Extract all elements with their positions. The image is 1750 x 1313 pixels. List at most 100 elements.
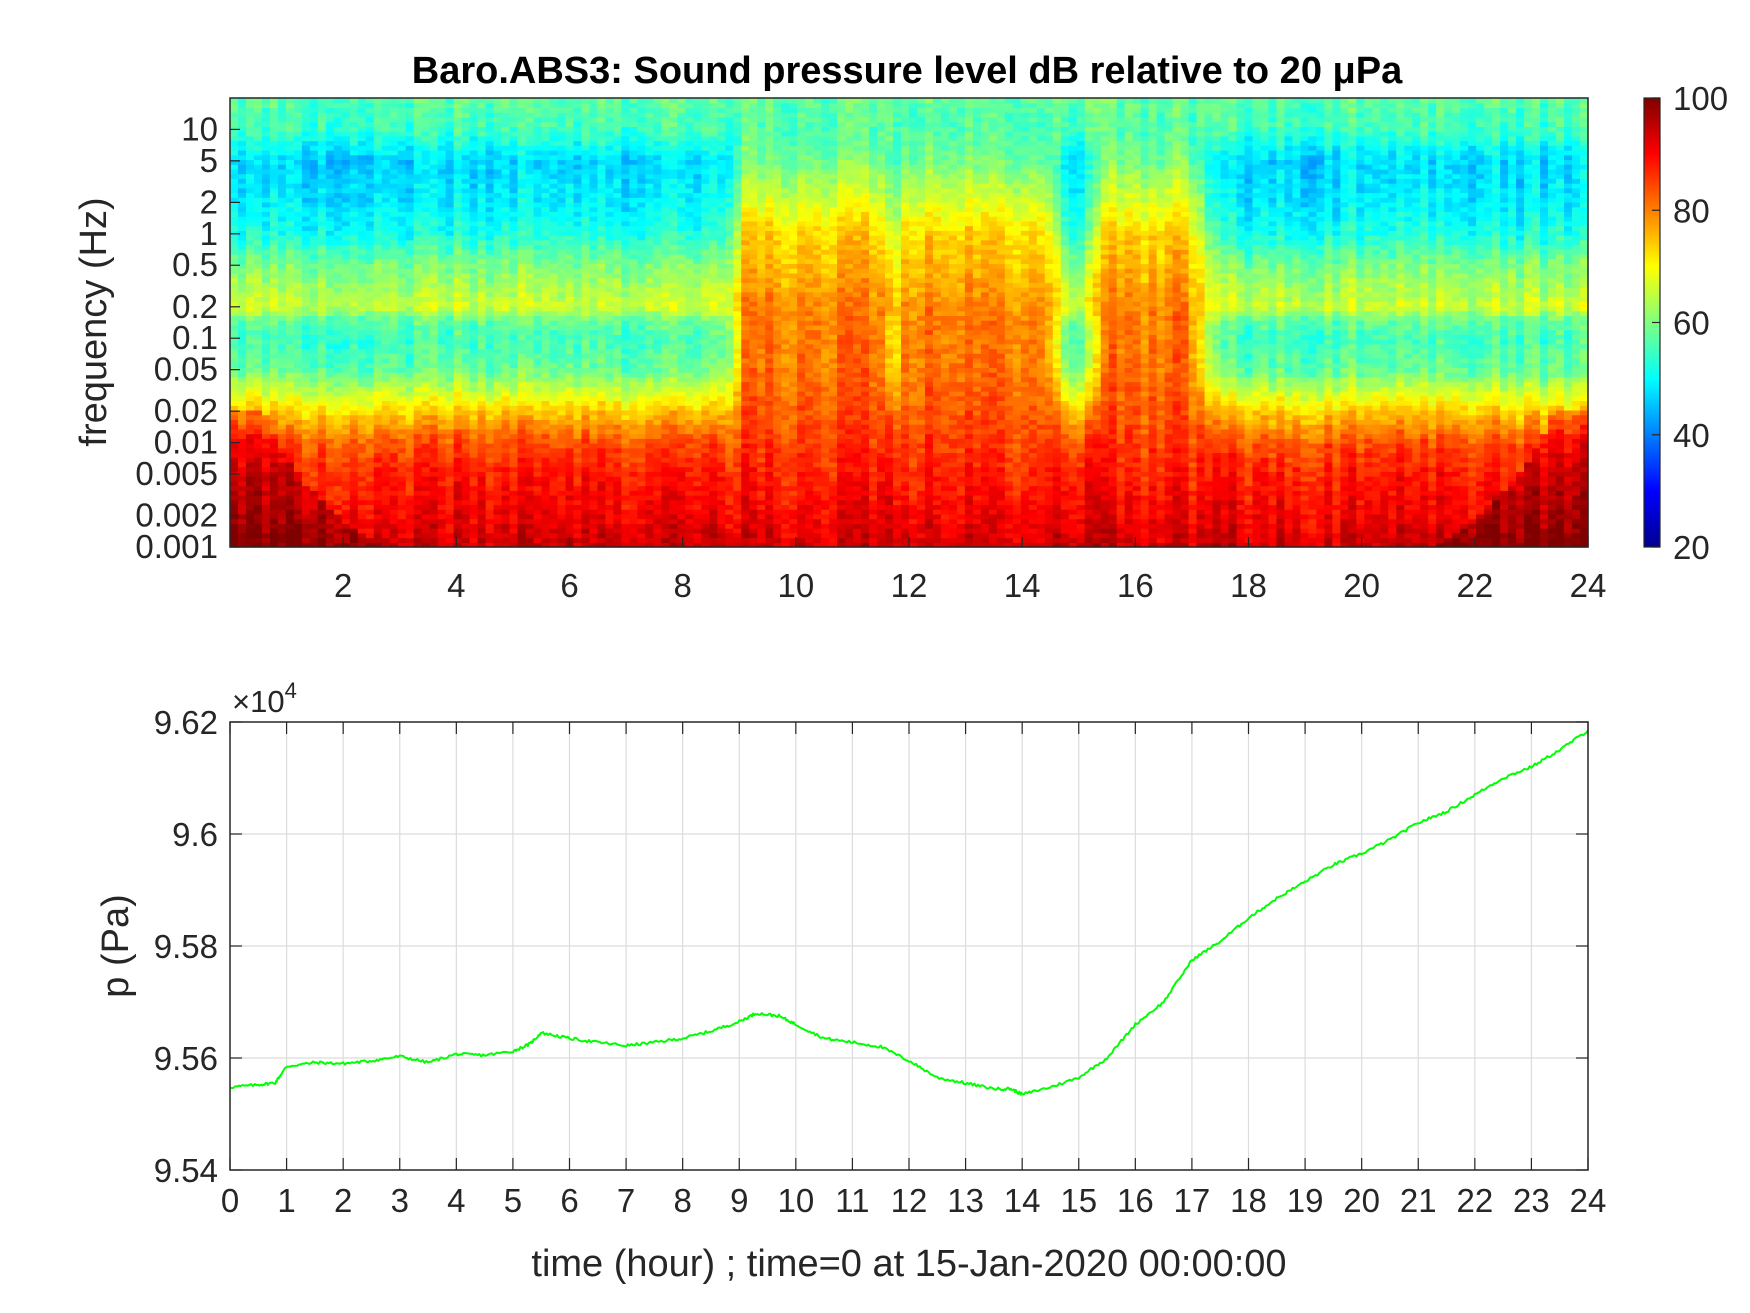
- spectrogram-cell: [541, 305, 551, 312]
- spectrogram-cell: [325, 305, 335, 312]
- spectrogram-cell: [237, 443, 247, 449]
- spectrogram-cell: [477, 476, 487, 482]
- spectrogram-cell: [549, 164, 559, 170]
- spectrogram-cell: [509, 258, 519, 265]
- spectrogram-cell: [405, 329, 415, 335]
- spectrogram-cell: [245, 381, 255, 387]
- spectrogram-cell: [245, 513, 255, 520]
- spectrogram-cell: [285, 121, 295, 127]
- spectrogram-cell: [533, 367, 543, 373]
- spectrogram-cell: [237, 192, 247, 198]
- spectrogram-cell: [485, 121, 495, 127]
- spectrogram-cell: [637, 135, 646, 142]
- spectrogram-cell: [525, 140, 535, 146]
- spectrogram-cell: [437, 353, 447, 359]
- spectrogram-cell: [517, 381, 527, 387]
- spectrogram-cell: [501, 244, 511, 250]
- spectrogram-cell: [645, 518, 654, 524]
- spectrogram-cell: [605, 424, 615, 430]
- spectrogram-cell: [373, 135, 383, 142]
- spectrogram-cell: [493, 220, 503, 227]
- spectrogram-cell: [637, 542, 646, 548]
- spectrogram-cell: [589, 315, 599, 321]
- spectrogram-cell: [557, 405, 567, 411]
- spectrogram-cell: [437, 339, 447, 345]
- spectrogram-cell: [501, 268, 511, 274]
- spectrogram-cell: [301, 537, 311, 543]
- spectrogram-cell: [341, 131, 351, 137]
- spectrogram-cell: [429, 504, 439, 510]
- spectrogram-cell: [533, 428, 543, 435]
- spectrogram-cell: [613, 102, 623, 109]
- spectrogram-cell: [533, 466, 543, 472]
- spectrogram-cell: [429, 107, 439, 113]
- spectrogram-cell: [357, 457, 367, 463]
- spectrogram-cell: [349, 168, 359, 175]
- spectrogram-cell: [245, 476, 255, 482]
- spectrogram-cell: [277, 116, 287, 123]
- spectrogram-cell: [325, 178, 335, 184]
- spectrogram-cell: [613, 457, 623, 463]
- spectrogram-cell: [437, 272, 447, 279]
- spectrogram-cell: [525, 391, 535, 397]
- spectrogram-cell: [333, 367, 343, 373]
- spectrogram-cell: [597, 532, 607, 539]
- spectrogram-cell: [277, 324, 287, 331]
- spectrogram-cell: [317, 334, 327, 340]
- spectrogram-cell: [333, 291, 343, 298]
- spectrogram-cell: [453, 244, 463, 250]
- spectrogram-cell: [309, 405, 319, 411]
- spectrogram-cell: [389, 268, 399, 274]
- spectrogram-cell: [373, 102, 383, 109]
- spectrogram-cell: [349, 485, 359, 491]
- spectrogram-cell: [277, 452, 287, 458]
- spectrogram-cell: [541, 272, 551, 279]
- spectrogram-cell: [357, 244, 367, 250]
- spectrogram-cell: [645, 499, 654, 506]
- spectrogram-cell: [389, 476, 399, 482]
- spectrogram-cell: [261, 424, 271, 430]
- spectrogram-cell: [429, 126, 439, 132]
- spectrogram-cell: [509, 513, 519, 520]
- spectrogram-cell: [557, 532, 567, 539]
- spectrogram-cell: [557, 495, 567, 501]
- spectrogram-cell: [437, 400, 447, 406]
- spectrogram-cell: [509, 414, 519, 420]
- spectrogram-cell: [429, 268, 439, 274]
- spectrogram-cell: [269, 235, 279, 241]
- spectrogram-cell: [485, 98, 495, 104]
- spectrogram-cell: [589, 98, 599, 104]
- spectrogram-cell: [645, 367, 654, 373]
- spectrogram-cell: [573, 220, 583, 227]
- spectrogram-cell: [341, 168, 351, 175]
- spectrogram-cell: [237, 291, 247, 298]
- spectrogram-cell: [245, 433, 255, 439]
- spectrogram-cell: [557, 211, 567, 217]
- spectrogram-cell: [349, 343, 359, 350]
- spectrogram-cell: [549, 339, 559, 345]
- spectrogram-cell: [437, 447, 447, 454]
- spectrogram-cell: [389, 154, 399, 161]
- spectrogram-cell: [309, 499, 319, 506]
- spectrogram-cell: [525, 168, 535, 175]
- spectrogram-cell: [509, 154, 519, 161]
- spectrogram-cell: [589, 173, 599, 179]
- spectrogram-cell: [525, 121, 535, 127]
- spectrogram-cell: [349, 282, 359, 288]
- spectrogram-cell: [357, 424, 367, 430]
- spectrogram-cell: [485, 386, 495, 392]
- spectrogram-cell: [341, 523, 351, 529]
- spectrogram-cell: [501, 107, 511, 113]
- spectrogram-cell: [285, 400, 295, 406]
- spectrogram-cell: [357, 499, 367, 506]
- spectrogram-cell: [629, 183, 638, 189]
- spectrogram-cell: [333, 140, 343, 146]
- spectrogram-cell: [389, 235, 399, 241]
- spectrogram-cell: [461, 272, 471, 279]
- spectrogram-cell: [605, 258, 615, 265]
- spectrogram-cell: [277, 438, 287, 444]
- spectrogram-cell: [445, 537, 455, 543]
- spectrogram-cell: [445, 244, 455, 250]
- spectrogram-cell: [517, 112, 527, 118]
- spectrogram-cell: [461, 433, 471, 439]
